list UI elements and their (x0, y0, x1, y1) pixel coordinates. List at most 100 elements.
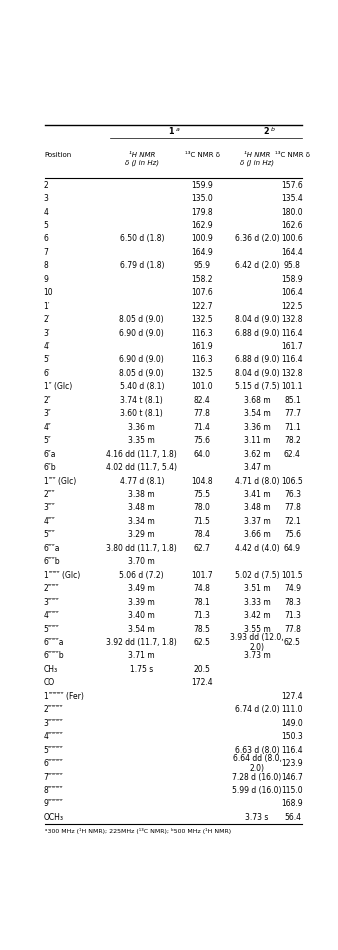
Text: ¹H NMR
δ (J in Hz): ¹H NMR δ (J in Hz) (125, 152, 159, 166)
Text: 62.5: 62.5 (284, 638, 301, 647)
Text: 5‴″: 5‴″ (44, 530, 55, 540)
Text: 4.71 d (8.0): 4.71 d (8.0) (235, 477, 279, 485)
Text: 135.4: 135.4 (282, 194, 303, 203)
Text: 7‴‴‴″: 7‴‴‴″ (44, 772, 63, 782)
Text: 6.36 d (2.0): 6.36 d (2.0) (235, 235, 280, 243)
Text: 77.8: 77.8 (194, 409, 211, 418)
Text: 6.79 d (1.8): 6.79 d (1.8) (120, 261, 164, 271)
Text: 127.4: 127.4 (282, 692, 303, 701)
Text: Position: Position (45, 152, 72, 158)
Text: 62.4: 62.4 (284, 449, 301, 459)
Text: 74.8: 74.8 (194, 584, 211, 593)
Text: a: a (176, 127, 180, 132)
Text: 4‴‴‴″: 4‴‴‴″ (44, 732, 63, 741)
Text: 3: 3 (44, 194, 48, 203)
Text: 3.66 m: 3.66 m (244, 530, 270, 540)
Text: 6″a: 6″a (44, 449, 56, 459)
Text: 6‴″b: 6‴″b (44, 558, 60, 566)
Text: 3.92 dd (11.7, 1.8): 3.92 dd (11.7, 1.8) (106, 638, 177, 647)
Text: 162.9: 162.9 (191, 221, 213, 230)
Text: 3.68 m: 3.68 m (244, 396, 270, 405)
Text: ¹H NMR
δ (J in Hz): ¹H NMR δ (J in Hz) (240, 152, 274, 166)
Text: 2′: 2′ (44, 315, 50, 324)
Text: 6″b: 6″b (44, 463, 56, 472)
Text: 3″: 3″ (44, 409, 51, 418)
Text: 6.90 d (9.0): 6.90 d (9.0) (119, 355, 164, 365)
Text: 122.5: 122.5 (282, 302, 303, 311)
Text: 6.50 d (1.8): 6.50 d (1.8) (120, 235, 164, 243)
Text: 161.7: 161.7 (282, 342, 303, 352)
Text: 106.5: 106.5 (282, 477, 303, 485)
Text: 4‴″: 4‴″ (44, 517, 55, 526)
Text: 2: 2 (263, 127, 269, 136)
Text: 164.9: 164.9 (191, 248, 213, 256)
Text: 62.7: 62.7 (194, 543, 211, 553)
Text: 62.5: 62.5 (194, 638, 211, 647)
Text: 56.4: 56.4 (284, 813, 301, 822)
Text: 9‴‴‴″: 9‴‴‴″ (44, 800, 63, 808)
Text: 71.3: 71.3 (194, 611, 211, 620)
Text: 5.15 d (7.5): 5.15 d (7.5) (235, 383, 280, 391)
Text: ¹³C NMR δ: ¹³C NMR δ (185, 152, 220, 158)
Text: 2″: 2″ (44, 396, 51, 405)
Text: 3.39 m: 3.39 m (128, 598, 155, 607)
Text: 4.16 dd (11.7, 1.8): 4.16 dd (11.7, 1.8) (106, 449, 177, 459)
Text: 3.74 t (8.1): 3.74 t (8.1) (120, 396, 163, 405)
Text: 4″: 4″ (44, 423, 51, 431)
Text: 75.6: 75.6 (194, 436, 211, 446)
Text: 8: 8 (44, 261, 48, 271)
Text: 5‴‴″: 5‴‴″ (44, 624, 59, 634)
Text: 3.73 m: 3.73 m (244, 652, 270, 660)
Text: 100.9: 100.9 (191, 235, 213, 243)
Text: 107.6: 107.6 (191, 288, 213, 297)
Text: 179.8: 179.8 (191, 207, 213, 217)
Text: 77.8: 77.8 (284, 624, 301, 634)
Text: 116.3: 116.3 (191, 355, 213, 365)
Text: 5.40 d (8.1): 5.40 d (8.1) (120, 383, 164, 391)
Text: 78.4: 78.4 (194, 530, 211, 540)
Text: 8‴‴‴″: 8‴‴‴″ (44, 786, 63, 795)
Text: 3.62 m: 3.62 m (244, 449, 270, 459)
Text: 3.42 m: 3.42 m (244, 611, 270, 620)
Text: 85.1: 85.1 (284, 396, 301, 405)
Text: 3.55 m: 3.55 m (244, 624, 270, 634)
Text: 6‴‴″b: 6‴‴″b (44, 652, 64, 660)
Text: 161.9: 161.9 (191, 342, 213, 352)
Text: 150.3: 150.3 (282, 732, 303, 741)
Text: 71.3: 71.3 (284, 611, 301, 620)
Text: 3.48 m: 3.48 m (244, 504, 270, 512)
Text: ¹³C NMR δ: ¹³C NMR δ (275, 152, 310, 158)
Text: 3.48 m: 3.48 m (128, 504, 155, 512)
Text: 6.63 d (8.0): 6.63 d (8.0) (235, 746, 280, 754)
Text: 159.9: 159.9 (191, 180, 213, 190)
Text: 3.71 m: 3.71 m (128, 652, 155, 660)
Text: 77.7: 77.7 (284, 409, 301, 418)
Text: 132.8: 132.8 (282, 369, 303, 378)
Text: 71.5: 71.5 (194, 517, 211, 526)
Text: ᵃ300 MHz (¹H NMR); 225MHz (¹³C NMR); ᵇ500 MHz (¹H NMR): ᵃ300 MHz (¹H NMR); 225MHz (¹³C NMR); ᵇ50… (45, 827, 231, 834)
Text: 3.11 m: 3.11 m (244, 436, 270, 446)
Text: 5.02 d (7.5): 5.02 d (7.5) (235, 571, 280, 579)
Text: 4‴‴″: 4‴‴″ (44, 611, 59, 620)
Text: 5″: 5″ (44, 436, 51, 446)
Text: 116.4: 116.4 (282, 355, 303, 365)
Text: 2‴‴″: 2‴‴″ (44, 584, 59, 593)
Text: 116.4: 116.4 (282, 746, 303, 754)
Text: 106.4: 106.4 (282, 288, 303, 297)
Text: 158.9: 158.9 (282, 275, 303, 284)
Text: 3.47 m: 3.47 m (244, 463, 270, 472)
Text: 3.70 m: 3.70 m (128, 558, 155, 566)
Text: 4.77 d (8.1): 4.77 d (8.1) (120, 477, 164, 485)
Text: 7: 7 (44, 248, 48, 256)
Text: 3.36 m: 3.36 m (128, 423, 155, 431)
Text: 4.02 dd (11.7, 5.4): 4.02 dd (11.7, 5.4) (106, 463, 177, 472)
Text: 111.0: 111.0 (282, 705, 303, 714)
Text: 8.04 d (9.0): 8.04 d (9.0) (235, 369, 280, 378)
Text: 168.9: 168.9 (282, 800, 303, 808)
Text: 4: 4 (44, 207, 48, 217)
Text: 132.5: 132.5 (191, 315, 213, 324)
Text: 149.0: 149.0 (282, 719, 303, 728)
Text: 6.64 dd (8.0,
2.0): 6.64 dd (8.0, 2.0) (233, 754, 282, 773)
Text: 6.88 d (9.0): 6.88 d (9.0) (235, 329, 279, 337)
Text: 132.8: 132.8 (282, 315, 303, 324)
